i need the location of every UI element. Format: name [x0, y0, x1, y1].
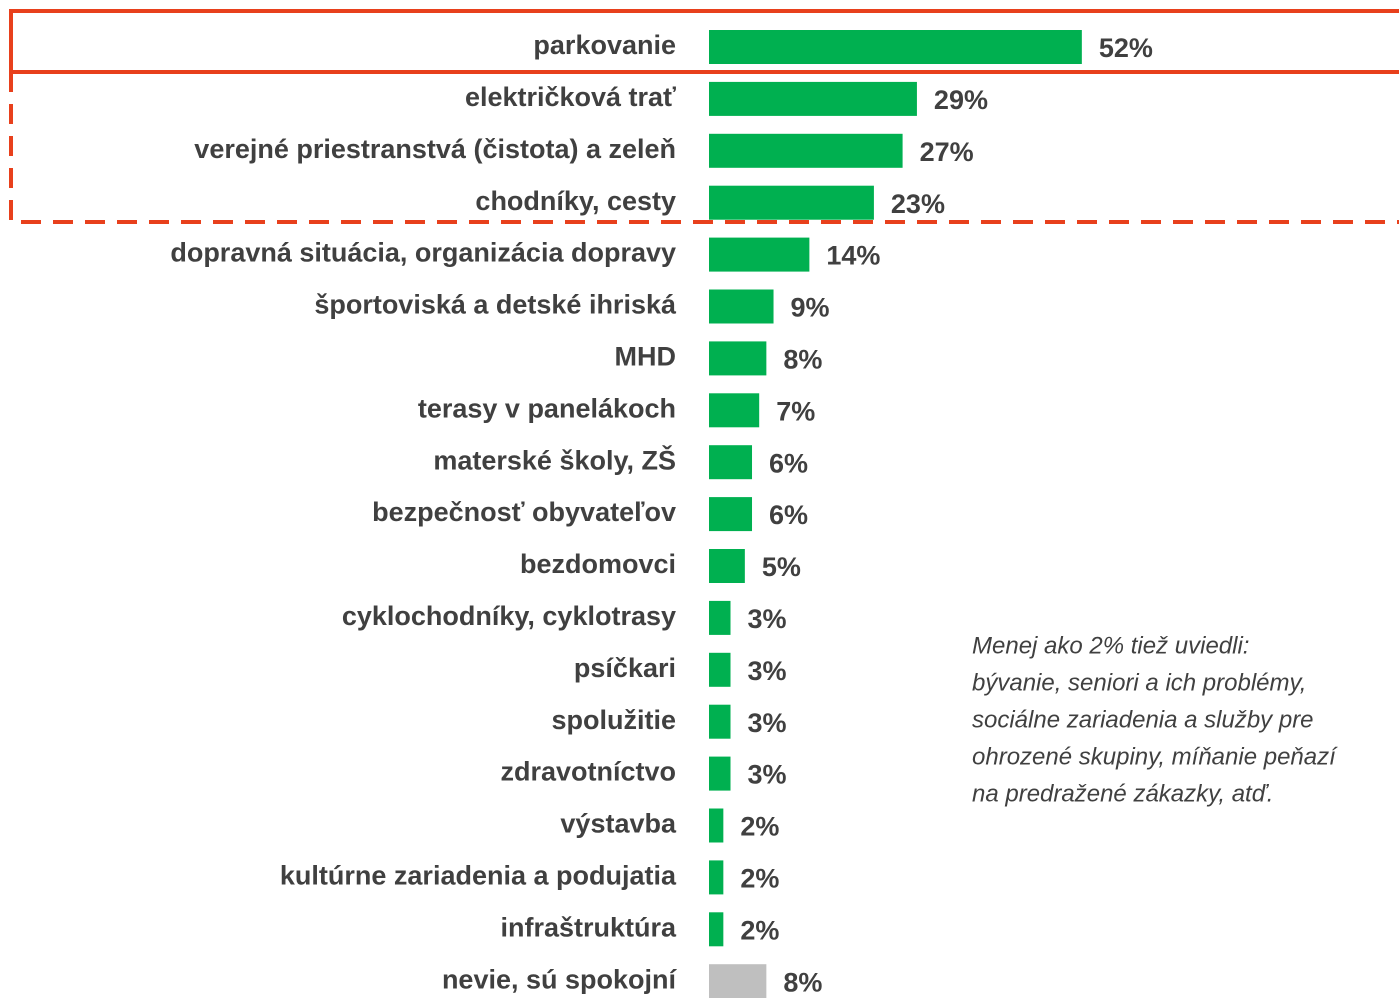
- value-label: 8%: [783, 967, 822, 997]
- bar: [709, 912, 724, 947]
- category-label: verejné priestranstvá (čistota) a zeleň: [194, 134, 676, 164]
- category-label: športoviská a detské ihriská: [314, 290, 677, 320]
- category-label: chodníky, cesty: [475, 186, 676, 216]
- annotation: Menej ako 2% tiež uviedli:: [972, 632, 1249, 659]
- value-label: 2%: [740, 915, 779, 945]
- bar: [709, 860, 724, 895]
- bar: [709, 808, 724, 843]
- value-label: 7%: [776, 396, 815, 426]
- bar: [709, 393, 760, 428]
- annotation: na predražené zákazky, atď.: [972, 780, 1273, 807]
- bar: [709, 497, 753, 532]
- bar: [709, 652, 731, 687]
- value-label: 6%: [769, 448, 808, 478]
- bar: [709, 133, 903, 168]
- category-label: bezdomovci: [520, 549, 676, 579]
- value-label: 27%: [920, 137, 974, 167]
- value-label: 8%: [783, 345, 822, 375]
- value-label: 3%: [748, 656, 787, 686]
- category-label: električková trať: [465, 82, 676, 112]
- category-label: cyklochodníky, cyklotrasy: [342, 601, 676, 631]
- category-label: materské školy, ZŠ: [433, 444, 676, 475]
- value-label: 3%: [748, 708, 787, 738]
- value-label: 5%: [762, 552, 801, 582]
- value-label: 3%: [748, 760, 787, 790]
- bar: [709, 549, 745, 583]
- value-label: 9%: [791, 293, 830, 323]
- annotation: sociálne zariadenia a služby pre: [972, 706, 1314, 733]
- value-label: 6%: [769, 500, 808, 530]
- bar: [709, 237, 810, 272]
- bar: [709, 445, 753, 480]
- annotation: bývanie, seniori a ich problémy,: [972, 669, 1306, 696]
- value-label: 29%: [934, 85, 988, 115]
- highlight-dashed-box: [9, 72, 1399, 224]
- highlight-box: [9, 9, 1399, 74]
- value-label: 14%: [826, 241, 880, 271]
- value-label: 2%: [740, 812, 779, 842]
- annotation: ohrozené skupiny, míňanie peňazí: [972, 743, 1338, 770]
- bar: [709, 756, 731, 791]
- bar: [709, 81, 917, 116]
- bar: [709, 600, 731, 635]
- category-label: kultúrne zariadenia a podujatia: [280, 861, 677, 891]
- value-label: 23%: [891, 189, 945, 219]
- value-label: 3%: [748, 604, 787, 634]
- category-label: dopravná situácia, organizácia dopravy: [170, 238, 676, 268]
- category-label: infraštruktúra: [500, 912, 677, 942]
- value-label: 2%: [740, 864, 779, 894]
- bar: [709, 289, 774, 324]
- bar: [709, 341, 767, 376]
- bar: [709, 30, 1082, 64]
- category-label: psíčkari: [574, 653, 676, 683]
- category-label: bezpečnosť obyvateľov: [372, 497, 676, 527]
- category-label: zdravotníctvo: [500, 757, 676, 787]
- bar: [709, 185, 874, 220]
- category-label: nevie, sú spokojní: [442, 964, 678, 994]
- bar: [709, 964, 767, 998]
- category-label: spolužitie: [551, 705, 676, 735]
- category-label: terasy v panelákoch: [418, 393, 676, 423]
- bar: [709, 704, 731, 739]
- category-label: parkovanie: [533, 30, 676, 60]
- value-label: 52%: [1099, 33, 1153, 63]
- category-label: výstavba: [560, 809, 677, 839]
- category-label: MHD: [615, 342, 677, 372]
